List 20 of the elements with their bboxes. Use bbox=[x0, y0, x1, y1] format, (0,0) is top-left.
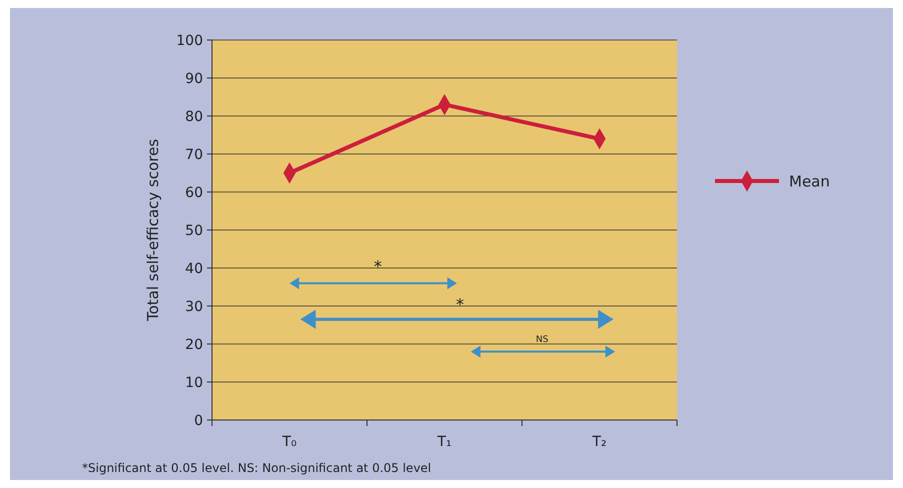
y-tick-label: 90 bbox=[185, 70, 203, 87]
y-tick-label: 60 bbox=[185, 184, 203, 201]
annotation: NS bbox=[536, 335, 549, 346]
y-tick-label: 80 bbox=[185, 108, 203, 125]
x-tick-label: T₂ bbox=[591, 434, 607, 450]
y-tick-label: 20 bbox=[185, 336, 203, 353]
y-axis-title: Total self-efficacy scores bbox=[144, 138, 162, 322]
text: *Significant at 0.05 level. NS: Non-significant at 0.05 level bbox=[82, 461, 432, 475]
annotation: * bbox=[374, 256, 382, 276]
annotation: * bbox=[456, 294, 464, 314]
y-tick-label: 10 bbox=[185, 374, 203, 391]
x-tick-label: T₁ bbox=[436, 434, 452, 450]
y-tick-label: 30 bbox=[185, 298, 203, 315]
legend-label: Mean bbox=[789, 172, 830, 190]
y-tick-label: 40 bbox=[185, 260, 203, 277]
y-tick-label: 100 bbox=[176, 32, 203, 49]
y-tick-label: 70 bbox=[185, 146, 203, 163]
y-tick-label: 50 bbox=[185, 222, 203, 239]
y-tick-label: 0 bbox=[194, 412, 203, 429]
x-tick-label: T₀ bbox=[281, 434, 297, 450]
